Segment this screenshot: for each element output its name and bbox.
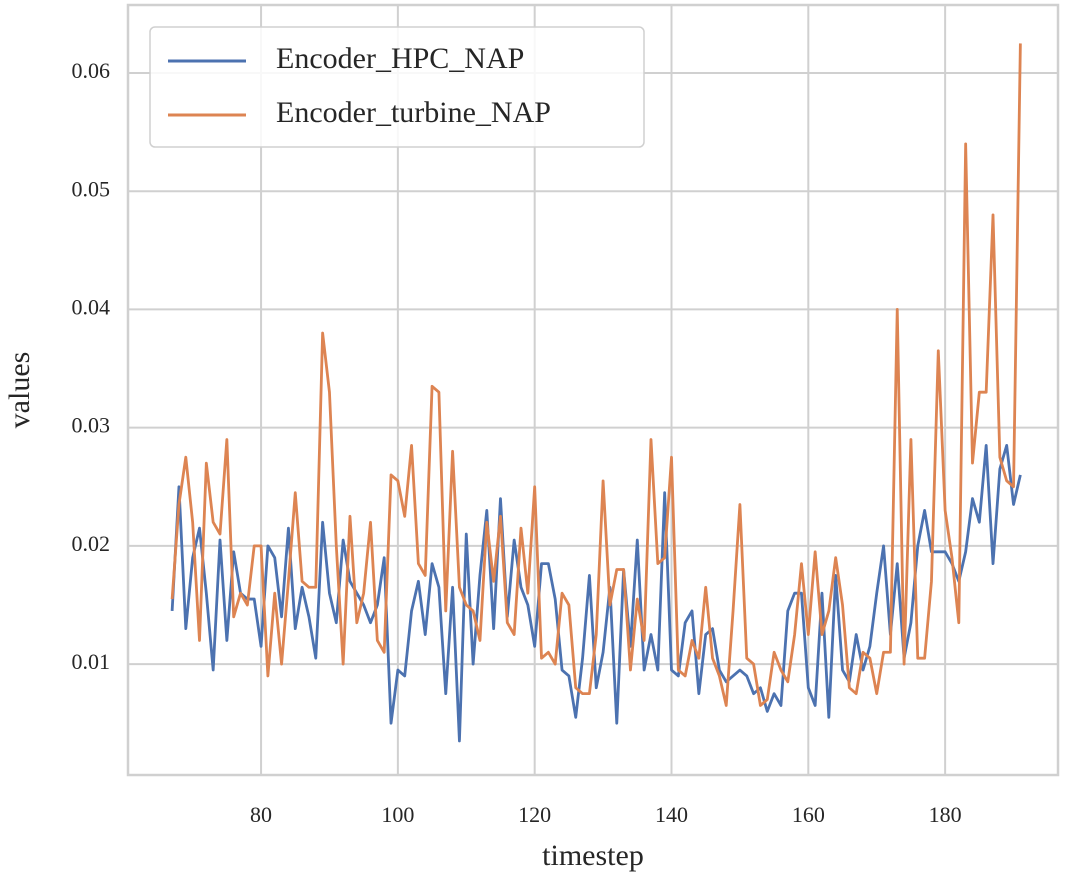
legend-label: Encoder_turbine_NAP: [276, 96, 551, 129]
y-tick-label: 0.06: [72, 58, 111, 83]
x-tick-label: 180: [929, 802, 962, 827]
y-axis-label: values: [3, 352, 36, 429]
y-tick-label: 0.05: [72, 176, 111, 201]
legend-box: [149, 26, 645, 148]
x-tick-label: 120: [518, 802, 551, 827]
y-tick-label: 0.04: [72, 294, 111, 319]
y-tick-label: 0.01: [72, 649, 111, 674]
data-line: [170, 443, 1022, 743]
legend: Encoder_HPC_NAP Encoder_turbine_NAP: [149, 26, 645, 148]
plot-frame: [126, 3, 1060, 777]
x-tick-label: 140: [655, 802, 688, 827]
y-tick-label: 0.03: [72, 413, 111, 438]
y-tick-label: 0.02: [72, 531, 111, 556]
data-line: [170, 43, 1022, 707]
x-axis-label: timestep: [542, 839, 644, 872]
x-tick-label: 160: [792, 802, 825, 827]
x-tick-label: 80: [250, 802, 272, 827]
x-tick-label: 100: [381, 802, 414, 827]
legend-label: Encoder_HPC_NAP: [276, 42, 524, 75]
